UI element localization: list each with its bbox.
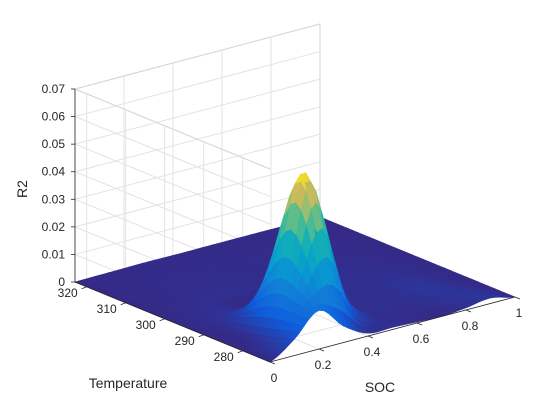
- axis-line: [269, 296, 516, 363]
- y-tick-mark: [159, 318, 165, 322]
- x-tick-label: 0.8: [462, 319, 479, 333]
- y-tick-label: 310: [97, 302, 117, 316]
- grid-line: [74, 51, 321, 118]
- x-tick-mark: [465, 309, 472, 313]
- y-tick-mark: [81, 286, 87, 290]
- z-tick-label: 0: [58, 275, 65, 289]
- x-tick-mark: [269, 361, 276, 365]
- x-tick-label: 0.6: [413, 332, 430, 346]
- x-tick-mark: [416, 322, 423, 326]
- tick-labels: 00.20.40.60.8128029030031032000.010.020.…: [42, 82, 523, 385]
- y-tick-mark: [237, 350, 243, 354]
- z-axis-label: R2: [14, 180, 30, 198]
- x-tick-label: 0: [271, 371, 278, 385]
- x-tick-label: 0.4: [364, 345, 381, 359]
- x-axis-label: SOC: [365, 379, 395, 395]
- x-tick-mark: [318, 348, 325, 352]
- z-tick-label: 0.05: [42, 137, 66, 151]
- axes-lines: [71, 88, 521, 365]
- x-tick-label: 1: [516, 306, 523, 320]
- y-tick-label: 280: [214, 350, 234, 364]
- grid-line: [74, 78, 321, 145]
- y-axis-label: Temperature: [89, 375, 168, 391]
- z-tick-label: 0.01: [42, 247, 66, 261]
- x-tick-mark: [367, 335, 374, 339]
- z-tick-label: 0.07: [42, 82, 66, 96]
- y-tick-label: 320: [58, 286, 78, 300]
- y-tick-mark: [198, 334, 204, 338]
- surface-mesh: [74, 172, 516, 363]
- axis-line: [74, 281, 271, 363]
- x-tick-label: 0.2: [315, 358, 332, 372]
- y-tick-mark: [120, 302, 126, 306]
- wall-edge: [74, 23, 321, 90]
- z-tick-label: 0.04: [42, 165, 66, 179]
- x-tick-mark: [514, 296, 521, 300]
- y-tick-label: 290: [175, 334, 195, 348]
- grid-line: [74, 143, 271, 225]
- grid-line: [74, 116, 271, 198]
- z-tick-label: 0.02: [42, 220, 66, 234]
- wall-edge: [74, 88, 271, 170]
- z-tick-label: 0.03: [42, 192, 66, 206]
- y-tick-label: 300: [136, 318, 156, 332]
- z-tick-label: 0.06: [42, 110, 66, 124]
